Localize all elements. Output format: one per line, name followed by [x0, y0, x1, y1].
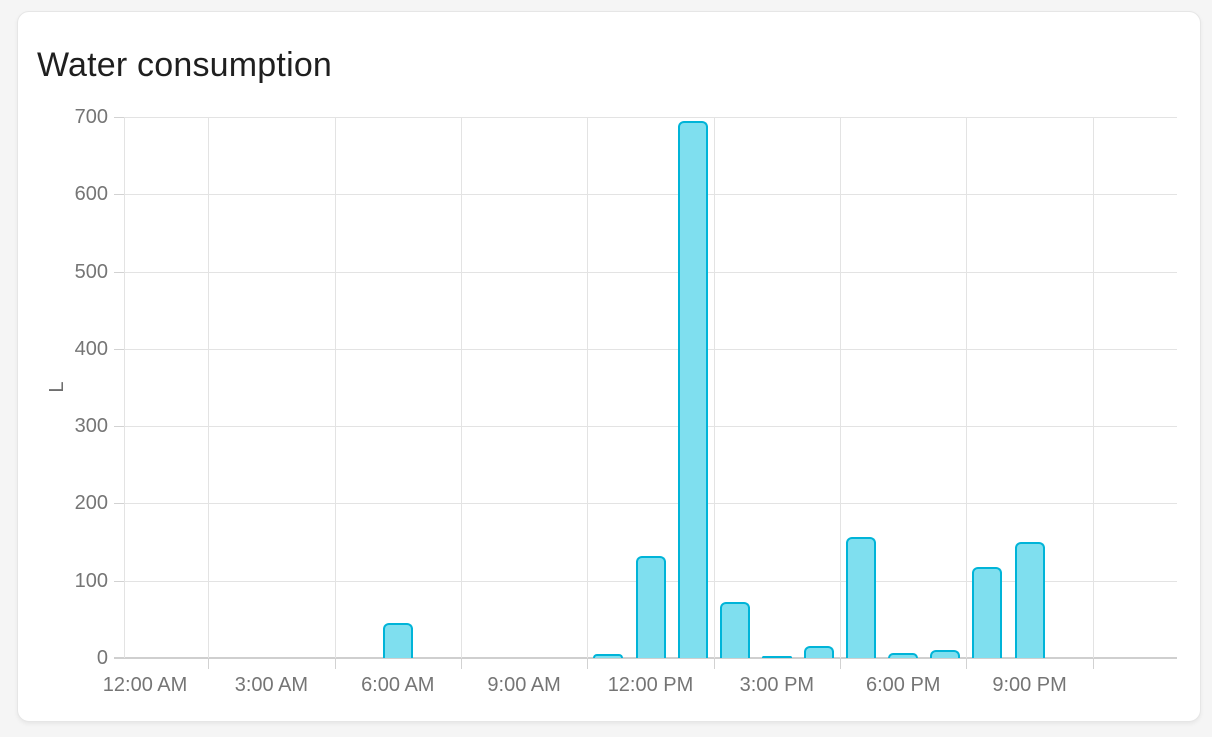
y-axis-label-700: 700	[74, 106, 108, 128]
bar-2-00-pm[interactable]	[719, 602, 750, 658]
x-gridline-0	[208, 117, 210, 658]
x-gridline-3	[587, 117, 589, 658]
x-tick-6	[966, 658, 968, 669]
x-axis-label-9-00-pm: 9:00 PM	[992, 674, 1067, 696]
y-axis-label-200: 200	[74, 492, 108, 515]
x-gridline-2	[460, 117, 462, 658]
x-tick-1	[334, 658, 336, 669]
y-axis-label-0: 0	[96, 647, 108, 669]
bar-12-00-pm[interactable]	[635, 555, 666, 658]
water-consumption-card	[17, 11, 1201, 722]
y-gridline-600	[124, 194, 1177, 196]
bar-6-00-am[interactable]	[382, 623, 413, 658]
y-axis-label-500: 500	[74, 260, 108, 283]
x-tick-2	[460, 658, 462, 669]
x-axis-label-6-00-pm: 6:00 PM	[865, 674, 941, 696]
bar-11-00-am[interactable]	[593, 654, 624, 658]
chart-title: Water consumption	[37, 46, 333, 84]
bar-1-00-pm[interactable]	[677, 120, 708, 658]
x-axis-label-6-00-am: 6:00 AM	[361, 674, 435, 696]
bar-8-00-pm[interactable]	[972, 566, 1003, 658]
x-axis-label-3-00-pm: 3:00 PM	[739, 674, 815, 696]
x-axis-label-3-00-am: 3:00 AM	[234, 674, 309, 696]
bar-9-00-pm[interactable]	[1014, 542, 1045, 658]
y-gridline-700	[124, 117, 1177, 118]
y-gridline-300	[124, 426, 1177, 428]
bar-6-00-pm[interactable]	[888, 652, 919, 658]
x-axis-line	[114, 657, 1177, 659]
y-tick-100	[114, 580, 124, 582]
x-tick-7	[1092, 658, 1094, 669]
y-axis-label-600: 600	[74, 183, 108, 206]
y-axis-boundary-line	[124, 117, 125, 658]
bar-3-00-pm[interactable]	[761, 656, 792, 659]
y-tick-600	[114, 194, 124, 196]
x-tick-5	[840, 658, 842, 669]
x-gridline-7	[1092, 117, 1094, 658]
y-axis-label-300: 300	[74, 415, 108, 438]
y-tick-200	[114, 503, 124, 505]
x-tick-3	[587, 658, 589, 669]
y-tick-700	[114, 117, 124, 118]
x-axis-label-12-00-am: 12:00 AM	[102, 674, 188, 696]
y-gridline-500	[124, 271, 1177, 273]
y-tick-300	[114, 426, 124, 428]
x-gridline-6	[966, 117, 968, 658]
bar-5-00-pm[interactable]	[846, 536, 877, 658]
x-gridline-5	[840, 117, 842, 658]
y-axis-label-400: 400	[74, 337, 108, 360]
x-tick-0	[208, 658, 210, 669]
x-tick-4	[713, 658, 715, 669]
x-gridline-4	[713, 117, 715, 658]
bar-4-00-pm[interactable]	[803, 646, 834, 658]
x-gridline-1	[334, 117, 336, 658]
y-tick-500	[114, 271, 124, 273]
bar-7-00-pm[interactable]	[930, 650, 961, 658]
y-gridline-400	[124, 348, 1177, 350]
x-axis-label-12-00-pm: 12:00 PM	[607, 674, 694, 696]
y-axis-label-100: 100	[74, 569, 108, 592]
y-tick-400	[114, 348, 124, 350]
y-gridline-200	[124, 503, 1177, 505]
x-axis-label-9-00-am: 9:00 AM	[487, 674, 561, 696]
